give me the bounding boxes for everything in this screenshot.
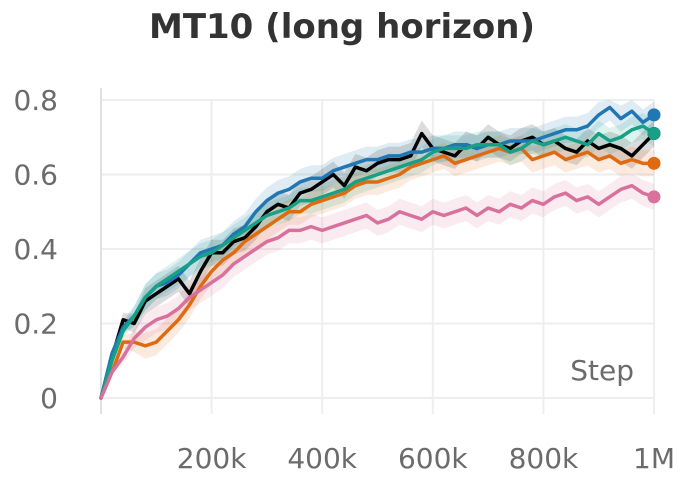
y-tick-label: 0.8: [13, 84, 58, 117]
x-tick-label: 1M: [633, 442, 675, 475]
x-tick-label: 800k: [509, 442, 579, 475]
series-line-4: [99, 183, 656, 400]
series-end-point-2: [647, 156, 661, 170]
x-tick-label: 200k: [177, 442, 247, 475]
y-tick-label: 0.6: [13, 159, 58, 192]
series-end-point-1: [647, 108, 661, 122]
gridlines: [101, 99, 655, 414]
x-tick-label: 600k: [398, 442, 468, 475]
y-tick-label: 0.4: [13, 233, 58, 266]
series-end-point-4: [647, 190, 661, 204]
x-tick-labels: 200k 400k 600k 800k 1M: [177, 442, 675, 475]
x-axis-label: Step: [570, 354, 634, 387]
y-tick-label: 0: [40, 382, 58, 415]
series-lines: [99, 105, 656, 400]
chart-title: MT10 (long horizon): [149, 7, 535, 47]
y-tick-label: 0.2: [13, 308, 58, 341]
series-line-0: [99, 131, 656, 400]
series-band-2: [101, 135, 654, 398]
series-line-2: [99, 146, 656, 400]
series-band-4: [101, 172, 654, 398]
series-end-point-3: [647, 127, 661, 141]
x-tick-label: 400k: [287, 442, 357, 475]
series-line-3: [99, 124, 656, 400]
y-tick-labels: 0 0.2 0.4 0.6 0.8: [13, 84, 58, 415]
series-end-points: [647, 108, 661, 204]
